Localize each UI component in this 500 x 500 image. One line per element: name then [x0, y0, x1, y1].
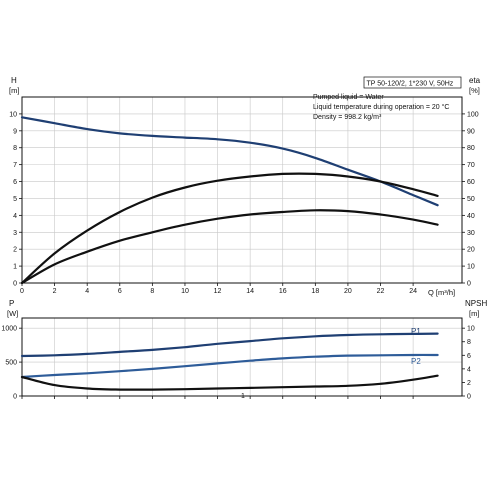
top-y-left-tick-label: 6	[13, 179, 17, 186]
note-density: Density = 998.2 kg/m³	[313, 114, 382, 121]
bottom-p1-curve	[20, 332, 439, 358]
top-x-tick-label: 16	[279, 288, 287, 295]
top-x-tick-label: 0	[20, 288, 24, 295]
top-y-right-tick-label: 30	[467, 230, 475, 237]
p1-legend-label: P1	[411, 327, 421, 336]
bottom-y-right-tick-label: 4	[467, 366, 471, 373]
top-y-left-tick-label: 4	[13, 213, 17, 220]
bottom-y-right-tick-label: 10	[467, 326, 475, 333]
top-y-left-tick-label: 3	[13, 230, 17, 237]
top-x-tick-label: 12	[214, 288, 222, 295]
top-y-right-tick-label: 70	[467, 162, 475, 169]
top-y-left-tick-label: 7	[13, 162, 17, 169]
bottom-y-left-tick-label: 1000	[1, 326, 17, 333]
top-plot-frame	[21, 96, 463, 284]
top-curve-3	[20, 172, 439, 285]
bottom-series-group	[20, 332, 439, 391]
y-left-label-bottom: P	[9, 299, 14, 308]
top-y-right-tick-label: 60	[467, 179, 475, 186]
bottom-grid	[19, 318, 465, 399]
top-tick-labels: 0 2 4 6 8 10 12 14 16 18 20 22 240123456789100102030…	[9, 111, 479, 295]
note-liquid-temperature: Liquid temperature during operation = 20…	[313, 103, 449, 111]
bottom-tick-labels: 0 500 1000 0 2 4 6 8 10	[1, 326, 474, 401]
p2-legend-label: P2	[411, 357, 421, 366]
y-left-unit-top: [m]	[9, 86, 19, 95]
top-y-left-tick-label: 2	[13, 247, 17, 254]
top-x-tick-label: 4	[85, 288, 89, 295]
bottom-y-left-tick-label: 0	[13, 394, 17, 401]
chart-title-box	[363, 76, 462, 89]
top-x-tick-label: 6	[118, 288, 122, 295]
bottom-plot-border	[21, 317, 463, 397]
top-y-left-tick-label: 8	[13, 145, 17, 152]
y-left-label-top: H	[11, 76, 17, 85]
npsh-curve-annotation: 1	[241, 393, 245, 400]
top-x-tick-label: 10	[181, 288, 189, 295]
top-x-tick-label: 22	[377, 288, 385, 295]
top-x-tick-label: 20	[344, 288, 352, 295]
top-y-right-tick-label: 20	[467, 247, 475, 254]
top-y-right-tick-label: 50	[467, 196, 475, 203]
top-y-left-tick-label: 10	[9, 111, 17, 118]
top-y-left-tick-label: 5	[13, 196, 17, 203]
y-left-unit-bottom: [W]	[7, 309, 18, 318]
bottom-y-left-tick-label: 500	[5, 360, 17, 367]
y-right-unit-bottom: [m]	[469, 309, 479, 318]
top-x-tick-label: 18	[311, 288, 319, 295]
top-plot-border	[21, 96, 463, 284]
top-x-tick-label: 8	[150, 288, 154, 295]
y-right-label-bottom: NPSH	[465, 299, 487, 308]
top-series-group	[20, 116, 439, 285]
top-y-right-tick-label: 100	[467, 111, 479, 118]
top-grid	[19, 97, 465, 286]
top-y-right-tick-label: 80	[467, 145, 475, 152]
top-y-right-tick-label: 10	[467, 264, 475, 271]
y-right-unit-top: [%]	[469, 86, 480, 95]
top-y-left-tick-label: 9	[13, 128, 17, 135]
top-x-tick-label: 14	[246, 288, 254, 295]
power-npsh-chart: 0 500 1000 0 2 4 6 8 10 P [W] NPSH [m] P1 P2 1	[1, 299, 487, 401]
bottom-plot-frame	[21, 317, 463, 397]
top-y-right-tick-label: 0	[467, 281, 471, 288]
top-x-tick-label: 2	[53, 288, 57, 295]
bottom-p2-curve	[20, 353, 439, 379]
bottom-y-right-tick-label: 8	[467, 339, 471, 346]
top-y-left-tick-label: 0	[13, 281, 17, 288]
bottom-curve-3	[20, 374, 439, 391]
head-efficiency-chart: 0 2 4 6 8 10 12 14 16 18 20 22 240123456789100102030…	[9, 76, 481, 297]
bottom-y-right-tick-label: 0	[467, 394, 471, 401]
top-curve-2	[20, 209, 439, 285]
chart-title: TP 50-120/2, 1*230 V, 50Hz	[367, 81, 454, 88]
note-pumped-liquid: Pumped liquid = Water	[313, 94, 384, 101]
bottom-y-right-tick-label: 6	[467, 353, 471, 360]
y-right-label-top: eta	[469, 76, 481, 85]
top-curve-1	[20, 116, 439, 207]
top-x-tick-label: 24	[409, 288, 417, 295]
x-unit-label-top: Q [m³/h]	[428, 288, 455, 297]
top-y-right-tick-label: 90	[467, 128, 475, 135]
top-y-right-tick-label: 40	[467, 213, 475, 220]
top-y-left-tick-label: 1	[13, 264, 17, 271]
bottom-y-right-tick-label: 2	[467, 380, 471, 387]
